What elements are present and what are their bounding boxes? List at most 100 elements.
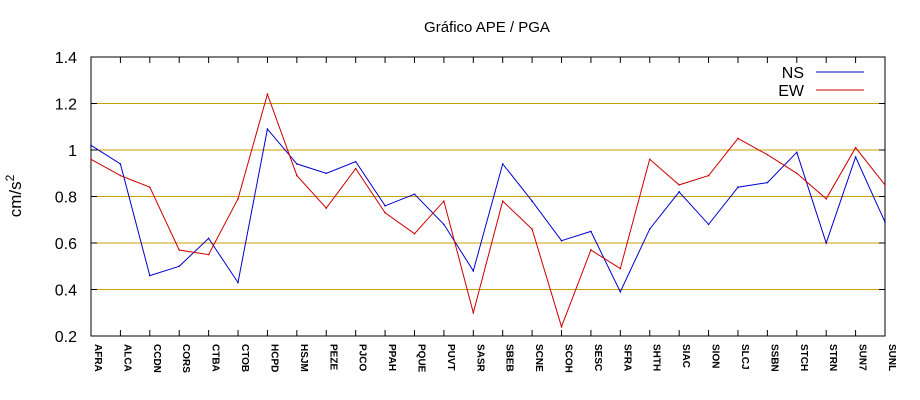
data-point-ns: [443, 223, 445, 226]
data-point-ns: [678, 191, 680, 193]
data-point-ns: [90, 144, 92, 147]
data-point-ew: [443, 200, 445, 202]
data-point-ew: [296, 174, 298, 177]
data-point-ew: [766, 153, 769, 156]
legend-label: EW: [778, 83, 805, 100]
series-line-ew: [90, 92, 886, 329]
data-point-ew: [531, 228, 533, 230]
data-point-ew: [207, 253, 210, 256]
x-tick-label: CCDN: [151, 344, 162, 373]
x-tick-label: SSBN: [768, 344, 779, 372]
y-axis-label-sup: 2: [3, 174, 17, 181]
data-point-ew: [90, 158, 92, 161]
x-tick-label: STCH: [798, 344, 809, 371]
y-tick-label: 0.2: [55, 329, 77, 346]
data-point-ns: [560, 239, 563, 242]
x-tick-label: CTBA: [210, 344, 221, 372]
data-point-ew: [560, 325, 563, 328]
data-point-ns: [472, 270, 475, 272]
y-tick-label: 0.4: [55, 283, 77, 300]
x-tick-label: SIAC: [680, 344, 691, 368]
data-point-ns: [766, 181, 769, 184]
x-tick-label: SCNE: [533, 344, 544, 372]
x-tick-label: SUNL: [886, 344, 897, 371]
data-point-ew: [237, 198, 239, 200]
data-point-ew: [119, 174, 122, 177]
data-point-ns: [207, 237, 210, 240]
data-point-ns: [648, 228, 651, 230]
x-tick-label: SLCJ: [739, 344, 750, 370]
x-tick-label: SUN7: [857, 344, 868, 371]
data-point-ew: [149, 186, 151, 188]
data-point-ew: [737, 137, 739, 140]
x-tick-label: PEZE: [327, 344, 338, 370]
data-point-ns: [178, 265, 181, 268]
x-tick-label: SCOH: [563, 344, 574, 373]
data-point-ns: [531, 200, 533, 202]
y-axis-label-base: cm/s: [6, 181, 25, 217]
data-point-ew: [413, 232, 416, 235]
data-point-ew: [854, 146, 857, 149]
x-tick-label: CTOB: [239, 344, 250, 372]
legend-label: NS: [782, 65, 804, 82]
data-point-ns: [296, 163, 298, 165]
data-point-ns: [707, 223, 710, 226]
data-point-ew: [501, 200, 504, 202]
x-tick-label: SHTH: [651, 344, 662, 371]
data-point-ew: [266, 93, 269, 95]
data-point-ns: [354, 160, 357, 163]
data-point-ns: [413, 193, 416, 195]
y-tick-label: 1: [68, 143, 77, 160]
y-axis-label: cm/s2: [3, 174, 25, 217]
data-point-ns: [619, 291, 622, 293]
x-tick-label: ALCA: [121, 344, 132, 372]
y-tick-label: 0.8: [55, 190, 77, 207]
x-tick-label: HSJM: [298, 344, 309, 372]
data-point-ew: [825, 198, 827, 200]
x-tick-label: SASR: [474, 344, 485, 373]
data-point-ns: [266, 128, 269, 130]
x-axis-ticks: AFRA ALCA CCDN CORS CTBA CTOB HCPD HSJM PEZE PJCO…: [90, 57, 897, 373]
data-point-ew: [325, 207, 328, 209]
data-point-ns: [325, 172, 328, 175]
data-point-ns: [795, 151, 798, 154]
data-point-ew: [648, 158, 651, 161]
data-point-ew: [707, 174, 710, 177]
data-point-ns: [384, 205, 386, 207]
x-tick-label: SBEB: [504, 344, 515, 372]
x-tick-label: SFRA: [621, 344, 632, 371]
grid-lines: [91, 103, 885, 290]
data-point-ns: [737, 186, 739, 188]
series-lines: [90, 92, 886, 329]
data-point-ew: [472, 311, 475, 314]
x-tick-label: STRN: [827, 344, 838, 371]
data-point-ew: [384, 211, 386, 214]
data-point-ns: [237, 281, 239, 284]
data-point-ew: [178, 249, 181, 251]
data-point-ns: [825, 242, 827, 244]
x-tick-label: CORS: [180, 344, 191, 373]
y-tick-label: 0.6: [55, 236, 77, 253]
data-point-ns: [590, 230, 592, 233]
data-point-ns: [119, 163, 122, 165]
x-tick-label: SION: [710, 344, 721, 368]
y-axis-ticks: 0.2 0.4 0.6 0.8 1 1.2 1.4: [55, 50, 885, 346]
x-tick-label: SESC: [592, 344, 603, 371]
x-tick-label: HCPD: [268, 344, 279, 372]
x-tick-label: PUVT: [445, 344, 456, 371]
x-tick-label: PJCO: [357, 344, 368, 371]
data-point-ns: [501, 163, 504, 165]
x-tick-label: PPAH: [386, 344, 397, 371]
data-point-ew: [678, 184, 680, 186]
data-point-ew: [884, 184, 886, 186]
series-line-ns: [90, 127, 886, 293]
data-point-ns: [884, 221, 886, 223]
x-tick-label: PQUE: [415, 344, 426, 373]
data-point-ns: [854, 156, 857, 158]
data-point-ns: [149, 274, 151, 277]
chart-title: Gráfico APE / PGA: [424, 19, 550, 36]
x-tick-label: AFRA: [92, 344, 103, 372]
data-point-ew: [619, 267, 622, 270]
